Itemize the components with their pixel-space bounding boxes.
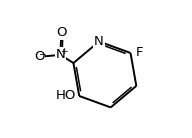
Text: N: N	[94, 35, 104, 48]
Text: O: O	[34, 50, 45, 63]
Text: +: +	[60, 47, 67, 56]
Text: HO: HO	[56, 89, 76, 103]
Text: −: −	[38, 49, 45, 58]
Text: O: O	[56, 26, 66, 39]
Text: N: N	[55, 48, 65, 61]
Text: F: F	[135, 47, 143, 59]
